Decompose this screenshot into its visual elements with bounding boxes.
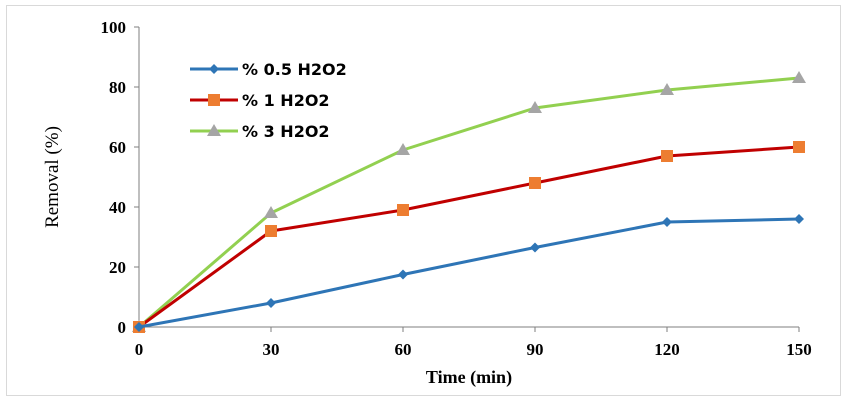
x-tick-label: 30 bbox=[263, 340, 280, 359]
data-point bbox=[397, 204, 409, 216]
data-point bbox=[266, 298, 276, 308]
legend-label: % 3 H2O2 bbox=[242, 122, 330, 141]
legend-entry: % 0.5 H2O2 bbox=[190, 60, 347, 79]
series-line bbox=[138, 217, 800, 329]
series-2 bbox=[133, 141, 805, 333]
legend-marker bbox=[209, 64, 219, 74]
series-line bbox=[138, 76, 800, 329]
y-tick-label: 80 bbox=[109, 78, 126, 97]
legend-entry: % 1 H2O2 bbox=[190, 91, 330, 110]
series-line bbox=[138, 145, 800, 329]
series-3 bbox=[132, 71, 806, 332]
y-tick-label: 100 bbox=[101, 18, 127, 37]
data-point bbox=[265, 225, 277, 237]
data-point bbox=[792, 71, 806, 83]
legend-label: % 0.5 H2O2 bbox=[242, 60, 347, 79]
data-point bbox=[398, 269, 408, 280]
data-point bbox=[793, 141, 805, 153]
x-tick-label: 90 bbox=[527, 340, 544, 359]
data-point bbox=[134, 322, 144, 332]
legend: % 0.5 H2O2 % 1 H2O2 % 3 H2O2 bbox=[190, 60, 347, 141]
legend-label: % 1 H2O2 bbox=[242, 91, 330, 110]
x-axis-title: Time (min) bbox=[426, 367, 512, 388]
legend-marker bbox=[208, 94, 220, 106]
y-tick-label: 60 bbox=[109, 138, 126, 157]
y-tick-label: 20 bbox=[109, 258, 126, 277]
series-layer bbox=[132, 71, 806, 333]
x-tick-label: 150 bbox=[786, 340, 812, 359]
data-point bbox=[396, 143, 410, 155]
legend-marker bbox=[207, 124, 221, 136]
x-tick-label: 60 bbox=[395, 340, 412, 359]
x-tick-label: 120 bbox=[654, 340, 680, 359]
data-point bbox=[661, 150, 673, 162]
y-tick-label: 40 bbox=[109, 198, 126, 217]
data-point bbox=[264, 206, 278, 218]
data-point bbox=[529, 177, 541, 189]
y-axis-title: Removal (%) bbox=[42, 126, 63, 228]
legend-entry: % 3 H2O2 bbox=[190, 122, 330, 141]
data-point bbox=[530, 242, 540, 253]
axes: 0 20 40 60 80 100 0 30 60 90 120 150 bbox=[101, 18, 812, 359]
data-point bbox=[794, 214, 804, 224]
data-point bbox=[528, 101, 542, 113]
data-point bbox=[662, 217, 672, 227]
data-point bbox=[660, 83, 674, 95]
y-tick-label: 0 bbox=[118, 318, 127, 337]
series-1 bbox=[134, 214, 804, 332]
x-tick-label: 0 bbox=[135, 340, 144, 359]
